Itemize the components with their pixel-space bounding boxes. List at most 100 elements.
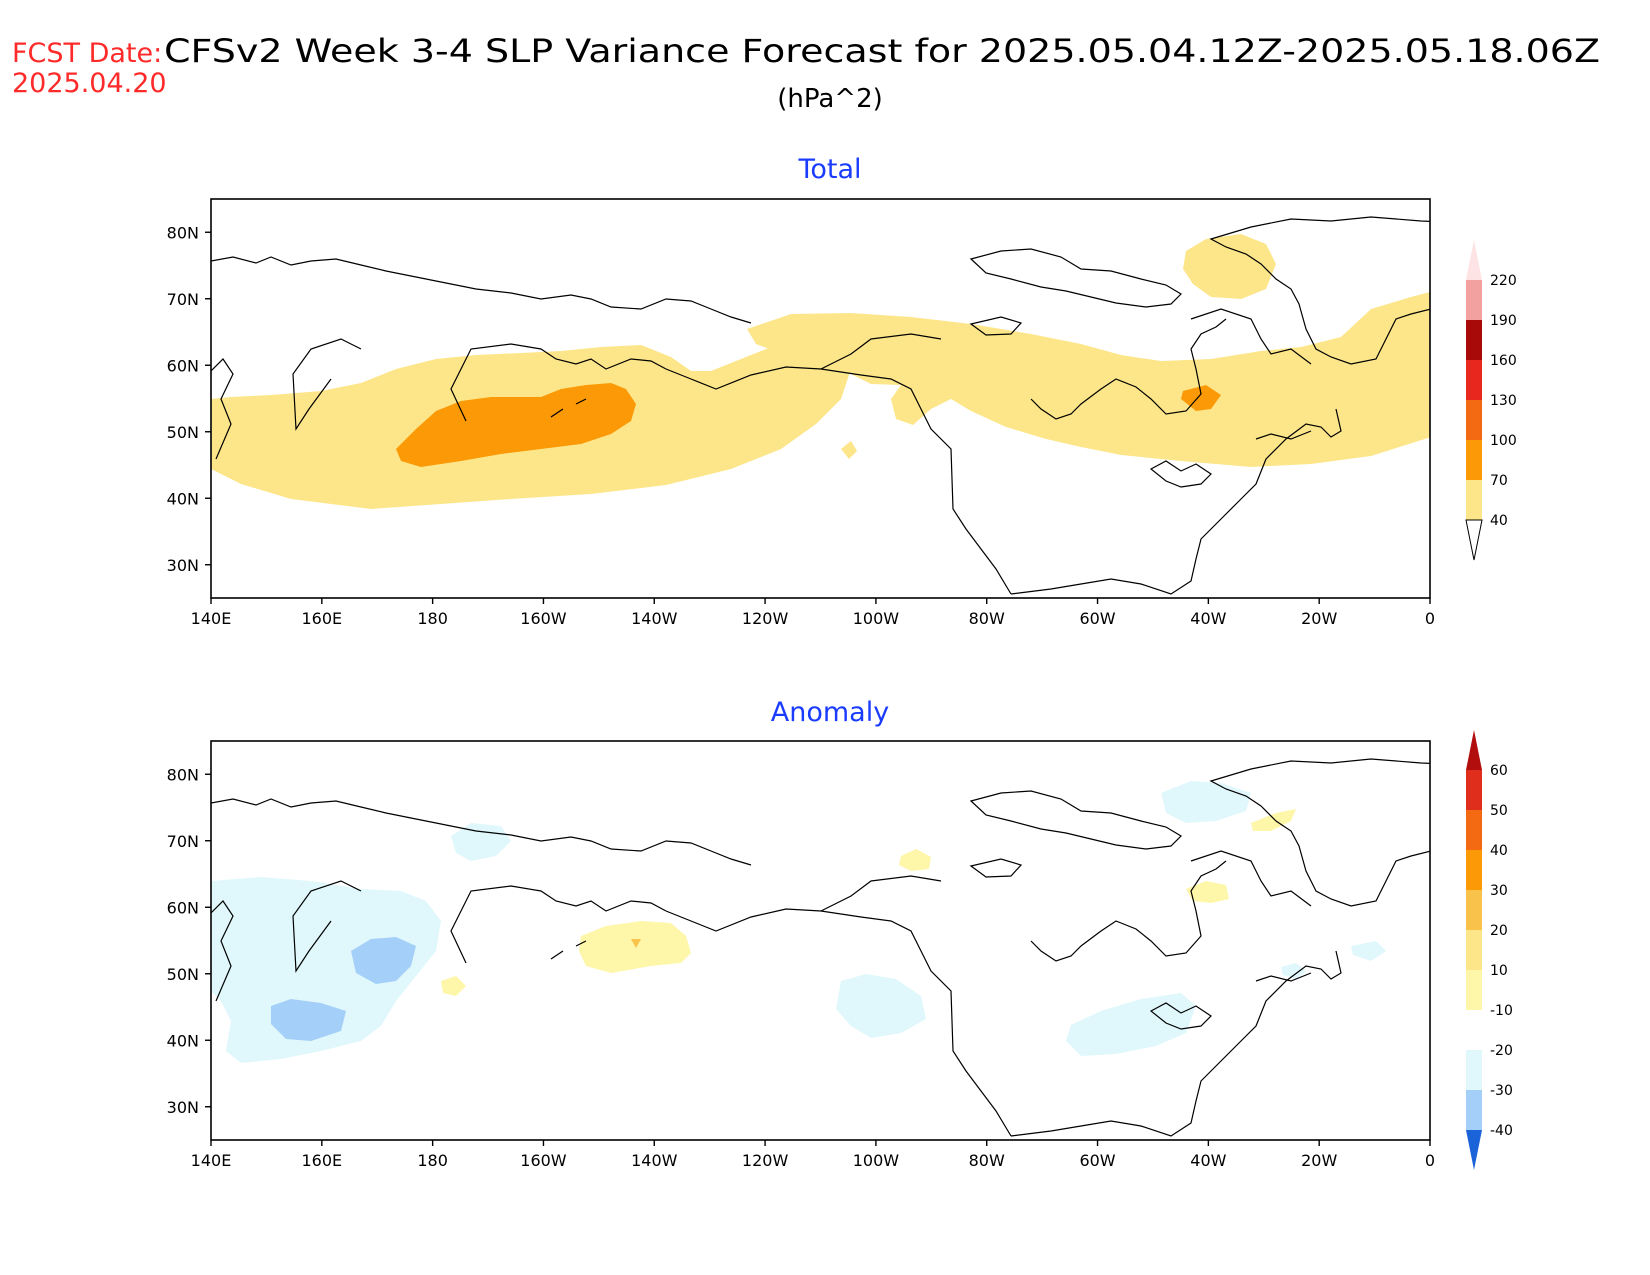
shade-anom-pos20 [631, 939, 641, 948]
shade-total-40 [1183, 234, 1276, 299]
shade-anom-pos10 [1251, 809, 1296, 831]
lat-tick-label: 80N [167, 223, 199, 242]
lon-tick-label: 160E [301, 1151, 342, 1170]
colorbar-swatch [1466, 360, 1482, 400]
lon-tick-label: 100W [853, 1151, 900, 1170]
colorbar-label: -30 [1490, 1083, 1513, 1099]
map-panel-total [211, 216, 1430, 595]
colorbar-swatch [1466, 930, 1482, 970]
colorbar-label: 10 [1490, 963, 1508, 979]
colorbar-label: 70 [1490, 473, 1508, 489]
colorbar-label: 60 [1490, 763, 1508, 779]
shade-total-40 [747, 292, 1430, 467]
lon-tick-label: 40W [1190, 1151, 1226, 1170]
main-title: CFSv2 Week 3-4 SLP Variance Forecast for… [164, 32, 1600, 70]
shade-anom-neg10 [1066, 993, 1196, 1056]
colorbar-swatch [1466, 280, 1482, 320]
lat-tick-label: 30N [167, 1098, 199, 1117]
colorbar-swatch [1466, 890, 1482, 930]
panel-title-anomaly: Anomaly [771, 697, 889, 728]
lon-tick-label: 180 [417, 1151, 448, 1170]
shade-anom-neg10 [211, 877, 441, 1063]
shade-anom-neg10 [836, 974, 926, 1038]
lat-tick-label: 80N [167, 765, 199, 784]
lon-tick-label: 140E [191, 609, 232, 628]
axes-layer: 30N 40N 50N 60N 70N 80N 140E 160E 180 160W 140W 120… [167, 223, 1435, 1170]
colorbars: 40 70 100 130 160 190 220 60 50 40 30 20 10 -10 -20 -30… [1465, 240, 1517, 1170]
lon-tick-label: 80W [969, 1151, 1005, 1170]
colorbar-swatch [1466, 440, 1482, 480]
colorbar-label: 30 [1490, 883, 1508, 899]
lon-tick-label: 140W [631, 1151, 678, 1170]
shade-anom-neg10 [1161, 781, 1251, 823]
colorbar-label: 40 [1490, 843, 1508, 859]
lon-tick-label: 160E [301, 609, 342, 628]
units-label: (hPa^2) [777, 84, 883, 114]
lat-tick-label: 60N [167, 356, 199, 375]
lat-tick-label: 40N [167, 1031, 199, 1050]
lon-tick-label: 160W [520, 609, 567, 628]
colorbar-arrow-top [1466, 240, 1482, 280]
colorbar-label: 40 [1490, 513, 1508, 529]
lon-tick-label: 100W [853, 609, 900, 628]
colorbar-swatch [1466, 970, 1482, 1010]
lat-tick-label: 50N [167, 423, 199, 442]
lon-tick-label: 120W [742, 1151, 789, 1170]
shade-anom-pos10 [441, 976, 466, 996]
colorbar-label: 220 [1490, 273, 1517, 289]
lat-tick-label: 40N [167, 489, 199, 508]
colorbar-swatch [1466, 810, 1482, 850]
colorbar-label: 50 [1490, 803, 1508, 819]
colorbar-swatch [1466, 1010, 1482, 1050]
colorbar-arrow-bottom [1465, 519, 1483, 561]
colorbar-label: 100 [1490, 433, 1517, 449]
shade-anom-pos10 [1186, 881, 1229, 903]
lon-tick-label: 40W [1190, 609, 1226, 628]
shade-total-40 [841, 441, 857, 459]
colorbar-swatch [1466, 320, 1482, 360]
lon-tick-label: 20W [1301, 609, 1337, 628]
lat-tick-label: 50N [167, 965, 199, 984]
colorbar-label: 160 [1490, 353, 1517, 369]
lat-tick-label: 70N [167, 832, 199, 851]
colorbar-label: 130 [1490, 393, 1517, 409]
colorbar-swatch [1466, 400, 1482, 440]
shade-anom-pos10 [579, 921, 691, 973]
colorbar-label: 20 [1490, 923, 1508, 939]
colorbar-swatch [1466, 770, 1482, 810]
colorbar-label: -40 [1490, 1123, 1513, 1139]
shade-anom-neg20 [351, 937, 416, 984]
colorbar-swatch [1466, 850, 1482, 890]
fcst-label: FCST Date: [12, 38, 162, 69]
fcst-date: 2025.04.20 [12, 68, 167, 99]
lon-tick-label: 60W [1079, 609, 1115, 628]
lon-tick-label: 0 [1425, 609, 1435, 628]
lon-tick-label: 60W [1079, 1151, 1115, 1170]
colorbar-arrow-bottom [1466, 1130, 1482, 1170]
shade-anom-neg10 [1351, 941, 1386, 961]
lon-tick-label: 140W [631, 609, 678, 628]
colorbar-label: -10 [1490, 1003, 1513, 1019]
panel-title-total: Total [797, 154, 861, 185]
lon-tick-label: 140E [191, 1151, 232, 1170]
lon-tick-label: 20W [1301, 1151, 1337, 1170]
lon-tick-label: 80W [969, 609, 1005, 628]
colorbar-swatch [1466, 1050, 1482, 1090]
lon-tick-label: 160W [520, 1151, 567, 1170]
colorbar-label: -20 [1490, 1043, 1513, 1059]
colorbar-swatch [1466, 480, 1482, 520]
lat-tick-label: 70N [167, 290, 199, 309]
lat-tick-label: 60N [167, 898, 199, 917]
colorbar-arrow-top [1466, 730, 1482, 770]
map-frame-anomaly [210, 740, 1431, 1141]
lat-tick-label: 30N [167, 556, 199, 575]
lon-tick-label: 180 [417, 609, 448, 628]
shade-anom-pos10 [899, 849, 931, 871]
shade-anom-neg10 [1281, 963, 1306, 979]
map-frame-total [210, 198, 1431, 599]
lon-tick-label: 0 [1425, 1151, 1435, 1170]
colorbar-label: 190 [1490, 313, 1517, 329]
lon-tick-label: 120W [742, 609, 789, 628]
colorbar-swatch [1466, 1090, 1482, 1130]
